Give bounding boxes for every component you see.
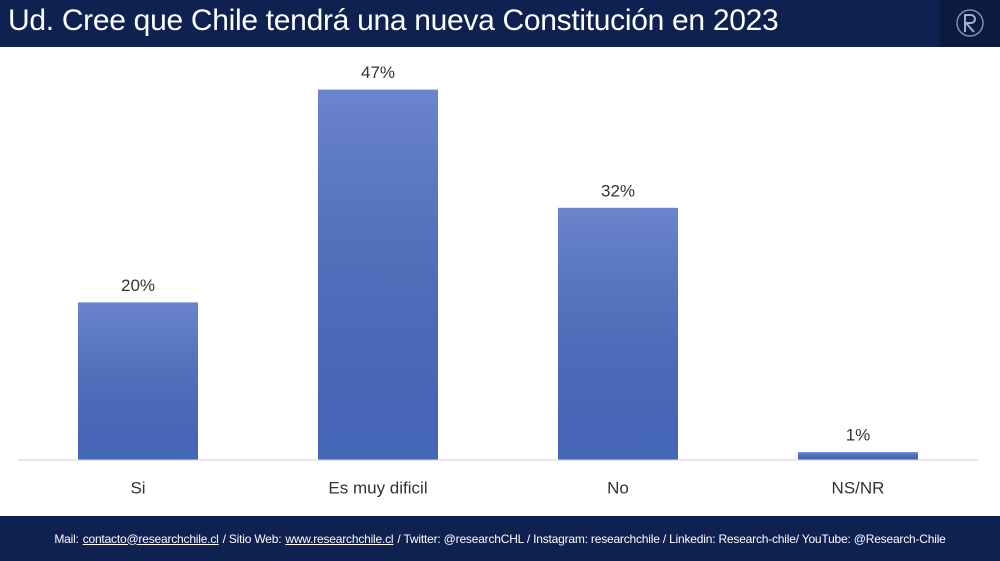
header: Ud. Cree que Chile tendrá una nueva Cons… xyxy=(0,0,1000,47)
footer-text: / Twitter: @researchCHL / Instagram: res… xyxy=(397,531,946,546)
x-tick-label: No xyxy=(607,478,629,497)
bar-shade xyxy=(798,452,918,460)
chart: 20% Si 47% Es muy dificil 32% No 1% NS/NR xyxy=(18,63,978,497)
bar-shade xyxy=(558,207,678,460)
web-link[interactable]: www.researchchile.cl xyxy=(285,531,394,546)
title: Ud. Cree que Chile tendrá una nueva Cons… xyxy=(8,4,779,37)
footer: Mail: contacto@researchchile.cl / Sitio … xyxy=(0,516,1000,561)
value-label: 20% xyxy=(121,276,155,295)
logo xyxy=(940,0,1000,47)
footer-text: / Sitio Web: xyxy=(222,531,282,546)
value-label: 32% xyxy=(601,181,635,200)
value-label: 47% xyxy=(361,63,395,82)
footer-text: Mail: xyxy=(54,531,79,546)
logo-icon xyxy=(956,9,984,37)
x-tick-label: Es muy dificil xyxy=(328,478,427,497)
bar-shade xyxy=(78,302,198,460)
x-tick-label: Si xyxy=(130,478,145,497)
x-tick-label: NS/NR xyxy=(832,478,885,497)
bar-shade xyxy=(318,89,438,460)
mail-link[interactable]: contacto@researchchile.cl xyxy=(82,531,219,546)
value-label: 1% xyxy=(846,426,871,445)
